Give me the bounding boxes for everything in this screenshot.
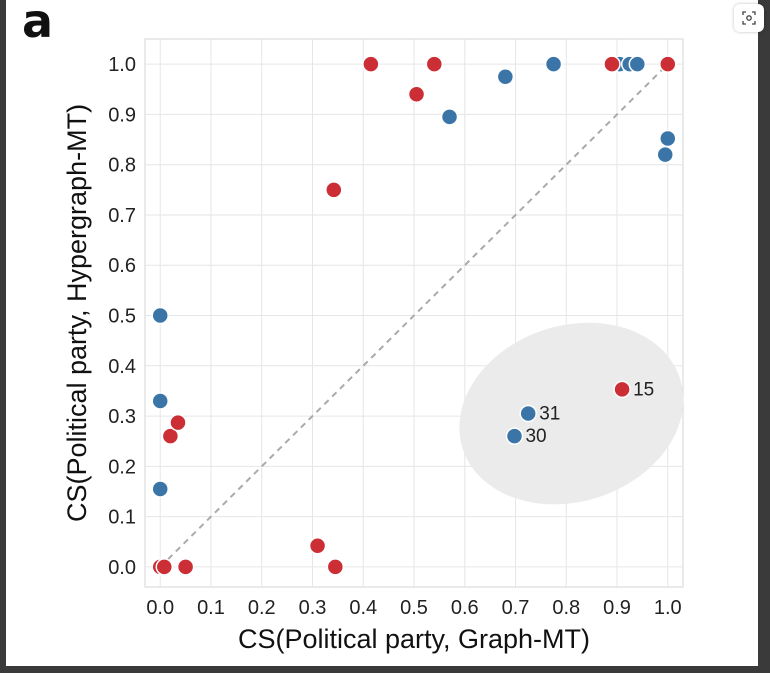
blue-data-point: [659, 129, 677, 148]
y-tick-label: 0.5: [108, 306, 136, 328]
red-data-point: [362, 55, 380, 73]
blue-data-point: [496, 67, 515, 86]
x-tick-label: 0.9: [603, 597, 631, 619]
x-tick-label: 0.7: [502, 597, 530, 619]
diagonal-reference-line: [159, 63, 669, 568]
panel-label: a: [22, 0, 54, 48]
y-tick-label: 0.1: [108, 507, 136, 529]
y-tick-label: 1.0: [108, 54, 136, 76]
blue-data-point: [151, 306, 169, 325]
y-tick-label: 0.8: [108, 155, 136, 177]
red-data-point: [425, 55, 444, 73]
blue-data-point: [544, 55, 563, 73]
y-tick-label: 0.2: [108, 456, 136, 478]
red-data-point: [155, 558, 174, 576]
x-tick-label: 0.5: [400, 597, 428, 619]
y-tick-label: 0.3: [108, 406, 136, 428]
blue-data-point: [505, 427, 524, 445]
blue-data-point: [151, 392, 169, 410]
y-tick-label: 0.9: [108, 104, 136, 126]
x-tick-label: 0.1: [197, 597, 225, 619]
x-tick-label: 0.6: [451, 597, 479, 619]
x-tick-label: 0.2: [248, 597, 276, 619]
point-label: 15: [633, 379, 654, 400]
point-label: 31: [539, 404, 560, 425]
image-search-button[interactable]: [734, 4, 764, 32]
red-data-point: [308, 537, 327, 555]
highlight-ellipse: [459, 322, 684, 505]
y-tick-label: 0.0: [108, 557, 136, 579]
red-data-point: [603, 55, 621, 73]
point-label: 30: [525, 426, 546, 447]
x-tick-label: 0.8: [552, 597, 580, 619]
blue-data-point: [440, 108, 459, 126]
data-points: [151, 55, 677, 576]
scan-icon: [742, 11, 756, 25]
blue-data-point: [656, 145, 674, 164]
red-data-point: [659, 55, 677, 73]
y-axis-label: CS(Political party, Hypergraph-MT): [62, 104, 92, 522]
red-data-point: [169, 413, 187, 432]
red-data-point: [176, 558, 195, 576]
y-tick-label: 0.6: [108, 255, 136, 277]
x-tick-label: 1.0: [654, 597, 682, 619]
blue-data-point: [519, 404, 537, 423]
y-tick-label: 0.4: [108, 356, 136, 378]
red-data-point: [326, 558, 345, 576]
red-data-point: [407, 85, 426, 104]
y-tick-labels: 0.0 0.1 0.2 0.3 0.4 0.5 0.6 0.7 0.8 0.9 1.0: [108, 54, 136, 579]
y-tick-label: 0.7: [108, 205, 136, 227]
x-tick-labels: 0.0 0.1 0.2 0.3 0.4 0.5 0.6 0.7 0.8 0.9 1.0: [146, 597, 681, 619]
red-data-point: [613, 380, 631, 399]
blue-data-point: [628, 55, 647, 73]
red-data-point: [325, 181, 343, 199]
x-tick-label: 0.4: [349, 597, 377, 619]
x-tick-label: 0.0: [146, 597, 174, 619]
red-data-point: [161, 427, 180, 445]
blue-data-point: [151, 480, 169, 498]
x-tick-label: 0.3: [299, 597, 327, 619]
x-axis-label: CS(Political party, Graph-MT): [238, 624, 590, 654]
